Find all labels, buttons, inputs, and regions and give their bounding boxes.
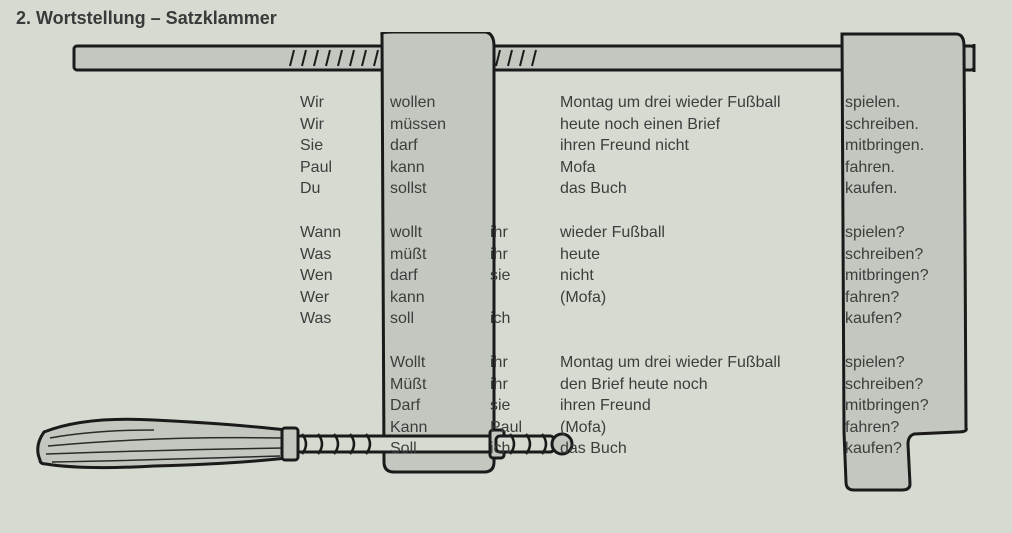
section-heading: 2. Wortstellung – Satzklammer [16, 8, 277, 29]
sentence-row: Darfsieihren Freundmitbringen? [300, 395, 955, 417]
cell-c3: ich [490, 308, 560, 330]
cell-c5: spielen. [845, 92, 955, 114]
cell-c3: ich [490, 438, 560, 460]
cell-c5: kaufen? [845, 308, 955, 330]
sentence-row: Wirmüssen heute noch einen Briefschreiben… [300, 114, 955, 136]
sentence-row: KannPaul(Mofa)fahren? [300, 417, 955, 439]
cell-c5: spielen? [845, 222, 955, 244]
sentence-row: Werkann (Mofa)fahren? [300, 287, 955, 309]
cell-c2: Wollt [390, 352, 490, 374]
cell-c2: darf [390, 265, 490, 287]
cell-c3: ihr [490, 244, 560, 266]
cell-c1: Wen [300, 265, 390, 287]
cell-c3: Paul [490, 417, 560, 439]
cell-c4: Montag um drei wieder Fußball [560, 352, 845, 374]
cell-c5: fahren? [845, 417, 955, 439]
sentence-row: Wendarfsienichtmitbringen? [300, 265, 955, 287]
cell-c1: Wir [300, 92, 390, 114]
cell-c2: kann [390, 157, 490, 179]
cell-c4: das Buch [560, 178, 845, 200]
cell-c3: ihr [490, 222, 560, 244]
cell-c1: Sie [300, 135, 390, 157]
cell-c5: fahren? [845, 287, 955, 309]
cell-c4: Montag um drei wieder Fußball [560, 92, 845, 114]
sentence-row: Sollichdas Buchkaufen? [300, 438, 955, 460]
cell-c2: wollt [390, 222, 490, 244]
cell-c4: nicht [560, 265, 845, 287]
cell-c2: wollen [390, 92, 490, 114]
cell-c4: wieder Fußball [560, 222, 845, 244]
cell-c3: sie [490, 265, 560, 287]
cell-c1: Wir [300, 114, 390, 136]
cell-c2: soll [390, 308, 490, 330]
cell-c2: Darf [390, 395, 490, 417]
cell-c5: spielen? [845, 352, 955, 374]
cell-c3: ihr [490, 352, 560, 374]
cell-c2: Kann [390, 417, 490, 439]
cell-c1 [300, 352, 390, 374]
cell-c2: müßt [390, 244, 490, 266]
cell-c3 [490, 92, 560, 114]
cell-c1: Paul [300, 157, 390, 179]
cell-c5: mitbringen? [845, 265, 955, 287]
block-separator [300, 330, 955, 352]
cell-c5: mitbringen? [845, 395, 955, 417]
cell-c5: schreiben? [845, 374, 955, 396]
cell-c4: den Brief heute noch [560, 374, 845, 396]
cell-c4: das Buch [560, 438, 845, 460]
cell-c3: ihr [490, 374, 560, 396]
cell-c2: sollst [390, 178, 490, 200]
cell-c1: Wann [300, 222, 390, 244]
sentence-row: Wannwolltihrwieder Fußballspielen? [300, 222, 955, 244]
cell-c1: Du [300, 178, 390, 200]
cell-c2: Soll [390, 438, 490, 460]
cell-c4 [560, 308, 845, 330]
cell-c5: schreiben? [845, 244, 955, 266]
sentence-row: Wasmüßtihrheuteschreiben? [300, 244, 955, 266]
sentence-row: Siedarf ihren Freund nichtmitbringen. [300, 135, 955, 157]
cell-c4: heute noch einen Brief [560, 114, 845, 136]
cell-c5: mitbringen. [845, 135, 955, 157]
cell-c2: Müßt [390, 374, 490, 396]
cell-c3 [490, 114, 560, 136]
cell-c1 [300, 374, 390, 396]
sentence-row: Wassollich kaufen? [300, 308, 955, 330]
cell-c3 [490, 135, 560, 157]
cell-c1 [300, 438, 390, 460]
cell-c4: heute [560, 244, 845, 266]
cell-c2: darf [390, 135, 490, 157]
sentence-grid: WirwollenMontag um drei wieder Fußballsp… [300, 92, 955, 460]
cell-c4: (Mofa) [560, 287, 845, 309]
sentence-row: Dusollst das Buchkaufen. [300, 178, 955, 200]
cell-c4: (Mofa) [560, 417, 845, 439]
cell-c5: kaufen? [845, 438, 955, 460]
sentence-row: WolltihrMontag um drei wieder Fußballspi… [300, 352, 955, 374]
cell-c5: fahren. [845, 157, 955, 179]
cell-c1: Was [300, 308, 390, 330]
cell-c3 [490, 287, 560, 309]
cell-c1: Was [300, 244, 390, 266]
cell-c3: sie [490, 395, 560, 417]
cell-c3 [490, 178, 560, 200]
sentence-row: Wirwollen Montag um drei wieder Fußballsp… [300, 92, 955, 114]
block-separator [300, 200, 955, 222]
cell-c4: Mofa [560, 157, 845, 179]
cell-c1 [300, 417, 390, 439]
cell-c5: kaufen. [845, 178, 955, 200]
cell-c2: müssen [390, 114, 490, 136]
sentence-row: Müßtihrden Brief heute nochschreiben? [300, 374, 955, 396]
sentence-row: Paulkann Mofafahren. [300, 157, 955, 179]
cell-c5: schreiben. [845, 114, 955, 136]
cell-c1 [300, 395, 390, 417]
cell-c1: Wer [300, 287, 390, 309]
cell-c3 [490, 157, 560, 179]
cell-c4: ihren Freund nicht [560, 135, 845, 157]
cell-c2: kann [390, 287, 490, 309]
clamp-handle-icon [38, 419, 298, 467]
cell-c4: ihren Freund [560, 395, 845, 417]
